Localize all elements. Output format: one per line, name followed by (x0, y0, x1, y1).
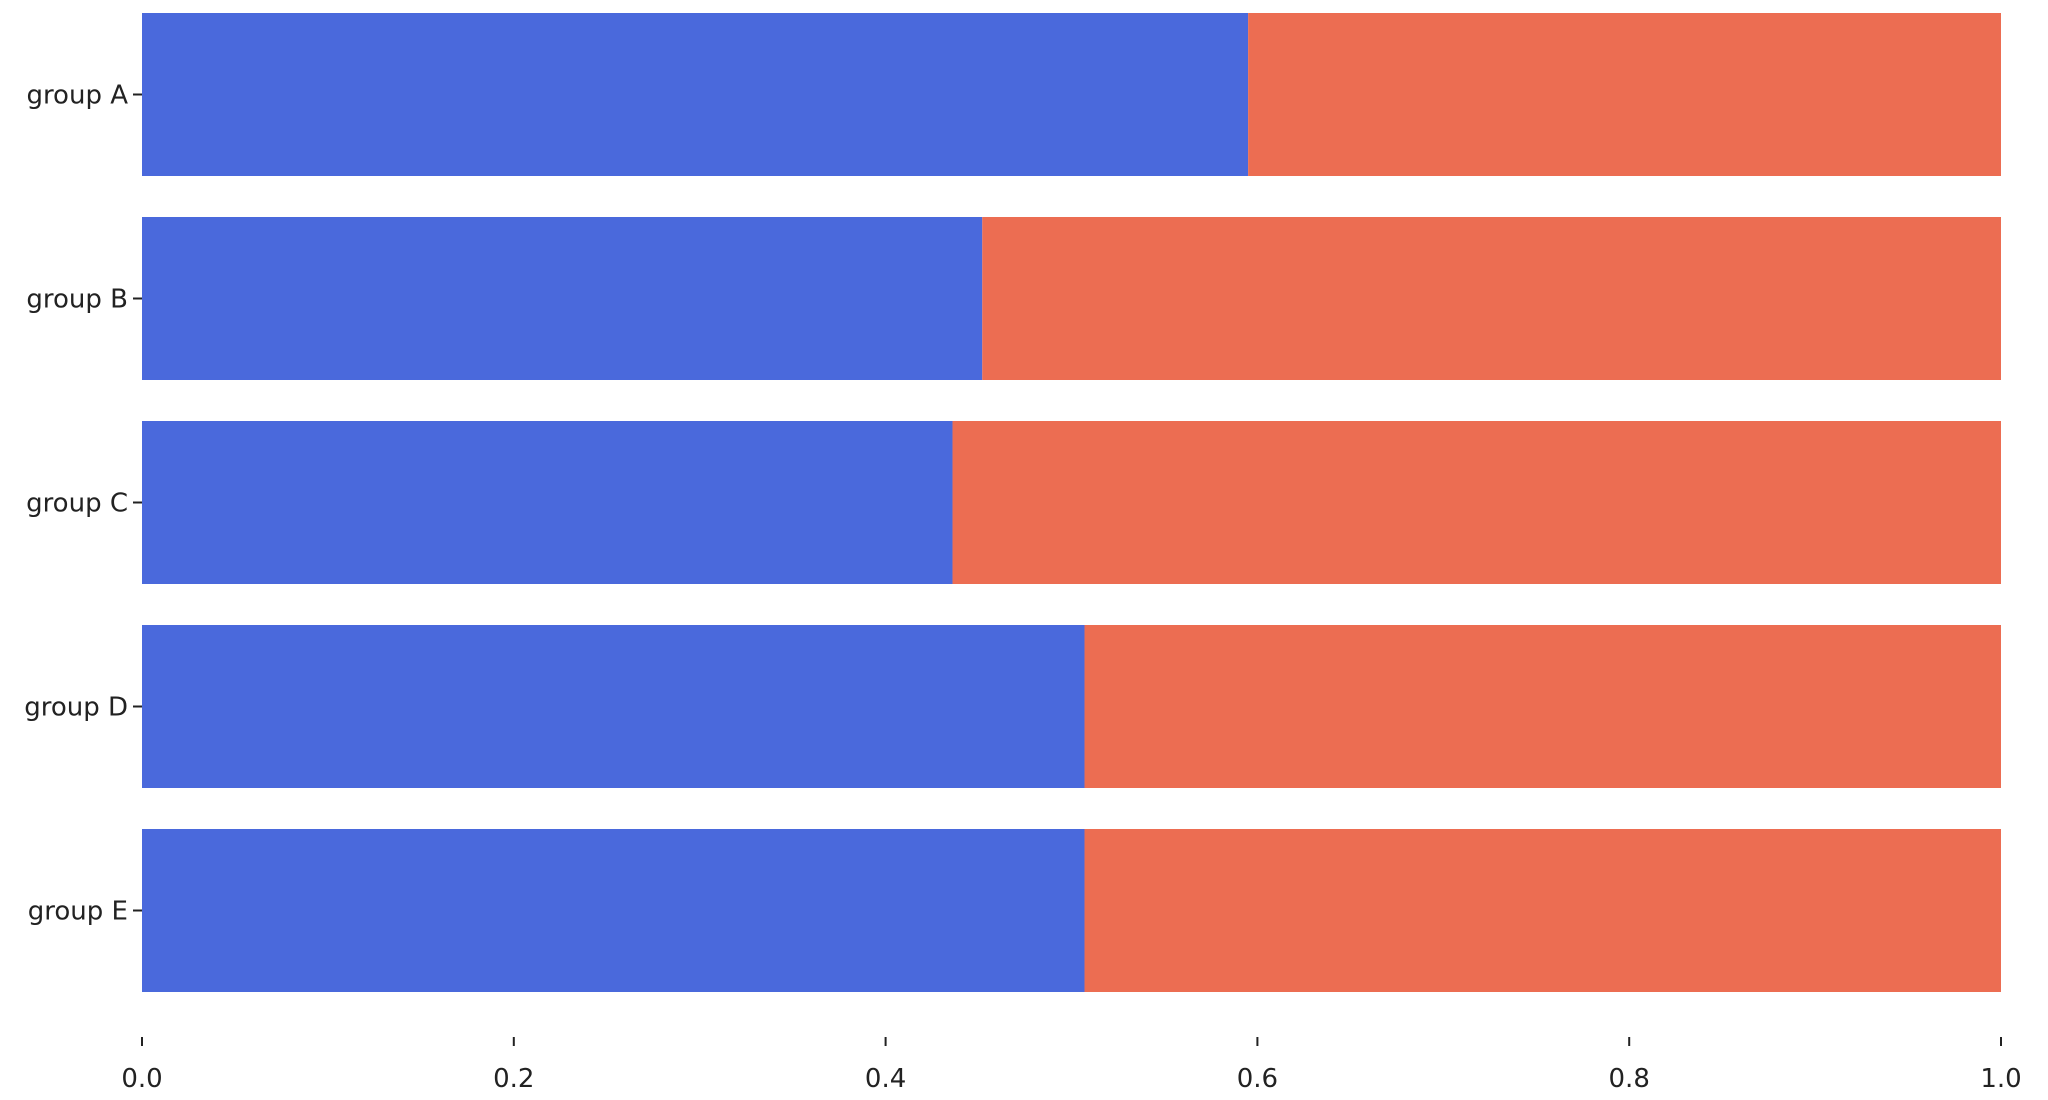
x-tick-label: 1.0 (1980, 1064, 2021, 1094)
bar-group-e-segment-1 (142, 829, 1085, 992)
bar-group-a-segment-1 (142, 13, 1249, 176)
x-tick-label: 0.6 (1237, 1064, 1278, 1094)
x-tick-label: 0.8 (1609, 1064, 1650, 1094)
x-axis: 0.0 0.2 0.4 0.6 0.8 1.0 (121, 1037, 2022, 1094)
bar-group-d-segment-2 (1084, 625, 2001, 788)
bar-group-e-segment-2 (1084, 829, 2001, 992)
y-tick-label: group B (26, 285, 128, 315)
x-tick-label: 0.4 (865, 1064, 906, 1094)
x-tick-label: 0.2 (493, 1064, 534, 1094)
y-tick-label: group E (28, 897, 128, 927)
x-tick-label: 0.0 (121, 1064, 162, 1094)
y-tick-label: group C (26, 489, 128, 519)
bars-layer (142, 13, 2002, 992)
y-axis: group A group B group C group D group E (24, 81, 142, 927)
bar-group-b-segment-1 (142, 217, 983, 380)
bar-group-b-segment-2 (982, 217, 2001, 380)
bar-group-a-segment-2 (1248, 13, 2001, 176)
bar-group-c-segment-2 (952, 421, 2002, 584)
bar-group-d-segment-1 (142, 625, 1085, 788)
bar-group-c-segment-1 (142, 421, 953, 584)
y-tick-label: group D (24, 693, 128, 723)
y-tick-label: group A (26, 81, 128, 111)
